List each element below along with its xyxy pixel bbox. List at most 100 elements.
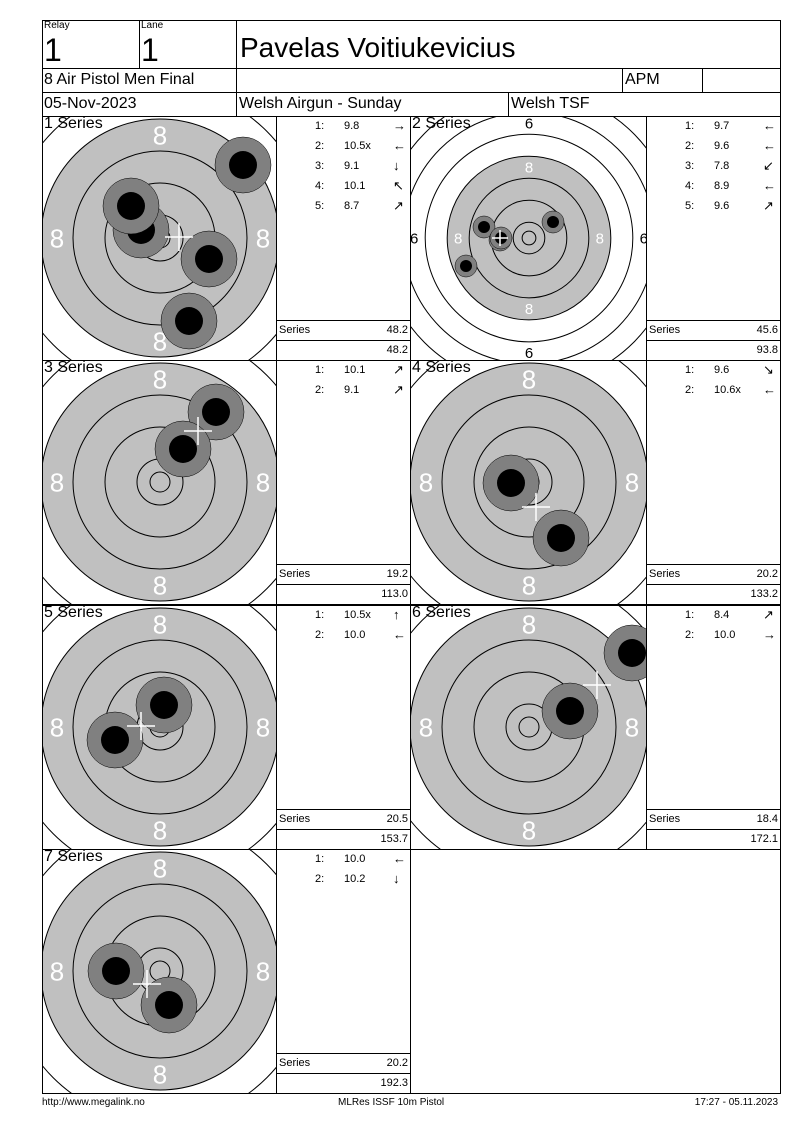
shot-row: 5: 9.6 ↗ xyxy=(647,198,780,220)
ring-number: 7 xyxy=(432,230,440,247)
footer-url: http://www.megalink.no xyxy=(42,1097,145,1108)
target-frame: 5666677778888 xyxy=(411,117,646,360)
shot-row: 4: 10.1 ↖ xyxy=(277,178,410,200)
group-center-cross-icon xyxy=(133,970,161,998)
shot-row: 1: 10.1 ↗ xyxy=(277,362,410,384)
relay-value: 1 xyxy=(44,32,62,68)
series-score: 45.6 xyxy=(756,324,778,336)
divider xyxy=(702,68,703,92)
ring-number: 8 xyxy=(419,712,433,742)
shot-direction-arrow-icon: ← xyxy=(763,138,776,153)
shot-list: 1: 9.6 ↘ 2: 10.6x ← Series 20.2 133.2 xyxy=(646,361,780,604)
ring-number: 7 xyxy=(153,850,167,851)
footer-timestamp: 17:27 - 05.11.2023 xyxy=(694,1097,778,1108)
ring-number: 8 xyxy=(153,1059,167,1089)
lane-label: Lane xyxy=(141,20,164,31)
shot-row: 2: 10.6x ← xyxy=(647,382,780,404)
relay-label: Relay xyxy=(44,20,70,31)
series-label: Series xyxy=(279,324,311,336)
series-panel: 2 Series56666777788881:9.7←2:9.6←3:7.8↙4… xyxy=(410,115,781,361)
shot-center xyxy=(229,151,257,179)
info-row: 05-Nov-2023 Welsh Airgun - Sunday Welsh … xyxy=(42,92,781,117)
shot-score: 10.5x xyxy=(344,609,371,621)
shot-row: 2: 9.6 ← xyxy=(647,138,780,160)
shot-center xyxy=(202,398,230,426)
ring-number: 8 xyxy=(153,570,167,600)
cumulative-total: 48.2 xyxy=(386,344,408,356)
shot-center xyxy=(497,469,525,497)
ring-number: 8 xyxy=(153,853,167,883)
inner-ten-ring xyxy=(518,716,540,738)
target-aiming-black xyxy=(447,156,611,320)
series-score-row: Series 45.6 xyxy=(647,320,780,340)
shot-number: 1: xyxy=(685,120,695,132)
event-row: 8 Air Pistol Men Final APM xyxy=(42,68,781,93)
ring-6 xyxy=(424,133,634,343)
series-score-row: Series 20.5 xyxy=(277,809,410,829)
group-center-cross-icon xyxy=(184,417,212,445)
shot-score: 10.0 xyxy=(344,629,366,641)
shot-direction-arrow-icon: ↗ xyxy=(763,198,774,213)
ring-8 xyxy=(72,150,248,326)
inner-ten-ring xyxy=(149,471,171,493)
shot-score: 10.1 xyxy=(344,364,366,376)
shot-number: 1: xyxy=(315,364,325,376)
series-title: 3 Series xyxy=(44,359,103,376)
series-title: 4 Series xyxy=(412,359,471,376)
shot-center xyxy=(101,726,129,754)
shot-score: 9.1 xyxy=(344,384,360,396)
target-image: 5666677778888 xyxy=(411,117,646,360)
ring-number: 8 xyxy=(522,609,536,639)
shot-center xyxy=(150,691,178,719)
shot-direction-arrow-icon: ↙ xyxy=(763,158,774,173)
cumulative-total: 172.1 xyxy=(750,833,778,845)
shot-direction-arrow-icon: ↗ xyxy=(393,362,404,377)
ring-number: 6 xyxy=(525,345,533,360)
shot-score: 8.7 xyxy=(344,200,360,212)
ring-number: 6 xyxy=(640,230,646,247)
ring-number: 7 xyxy=(522,606,536,607)
series-label: Series xyxy=(279,1057,311,1069)
ring-number: 7 xyxy=(153,358,167,360)
shot-number: 1: xyxy=(315,853,325,865)
shot-number: 5: xyxy=(685,200,695,212)
shot-row: 2: 10.2 ↓ xyxy=(277,871,410,893)
ring-number: 8 xyxy=(256,956,270,986)
shot-row: 1: 9.8 → xyxy=(277,118,410,140)
shot-list: 1: 10.0 ← 2: 10.2 ↓ Series 20.2 192.3 xyxy=(276,850,410,1093)
shot-score: 8.9 xyxy=(714,180,730,192)
cumulative-total-row: 113.0 xyxy=(277,584,410,604)
cumulative-total-row: 48.2 xyxy=(277,340,410,360)
shot-center xyxy=(618,639,646,667)
relay-cell: Relay 1 xyxy=(42,20,140,69)
series-title: 5 Series xyxy=(44,604,103,621)
shot-row: 1: 8.4 ↗ xyxy=(647,607,780,629)
series-score-row: Series 18.4 xyxy=(647,809,780,829)
group-center-cross-icon xyxy=(583,671,611,699)
series-label: Series xyxy=(649,813,681,825)
shot-list: 1: 9.7 ← 2: 9.6 ← 3: 7.8 ↙ 4: 8.9 ← 5: 9.6 ↗ Series 45.6… xyxy=(646,117,780,360)
ring-number: 8 xyxy=(419,467,433,497)
shot-score: 7.8 xyxy=(714,160,730,172)
group-center-cross-icon xyxy=(165,223,193,251)
cumulative-total-row: 192.3 xyxy=(277,1073,410,1093)
ring-7 xyxy=(446,155,612,321)
shot-number: 5: xyxy=(315,200,325,212)
shot-direction-arrow-icon: ↗ xyxy=(763,607,774,622)
ring-number: 8 xyxy=(522,364,536,394)
divider xyxy=(622,68,623,92)
shot-row: 3: 7.8 ↙ xyxy=(647,158,780,180)
ring-number: 7 xyxy=(153,117,167,118)
series-score: 20.2 xyxy=(386,1057,408,1069)
ring-number: 8 xyxy=(256,712,270,742)
series-score: 19.2 xyxy=(386,568,408,580)
shot-center xyxy=(175,307,203,335)
shot-list: 1: 8.4 ↗ 2: 10.0 → Series 18.4 172.1 xyxy=(646,606,780,849)
shot-direction-arrow-icon: ← xyxy=(763,178,776,193)
shot-score: 10.1 xyxy=(344,180,366,192)
